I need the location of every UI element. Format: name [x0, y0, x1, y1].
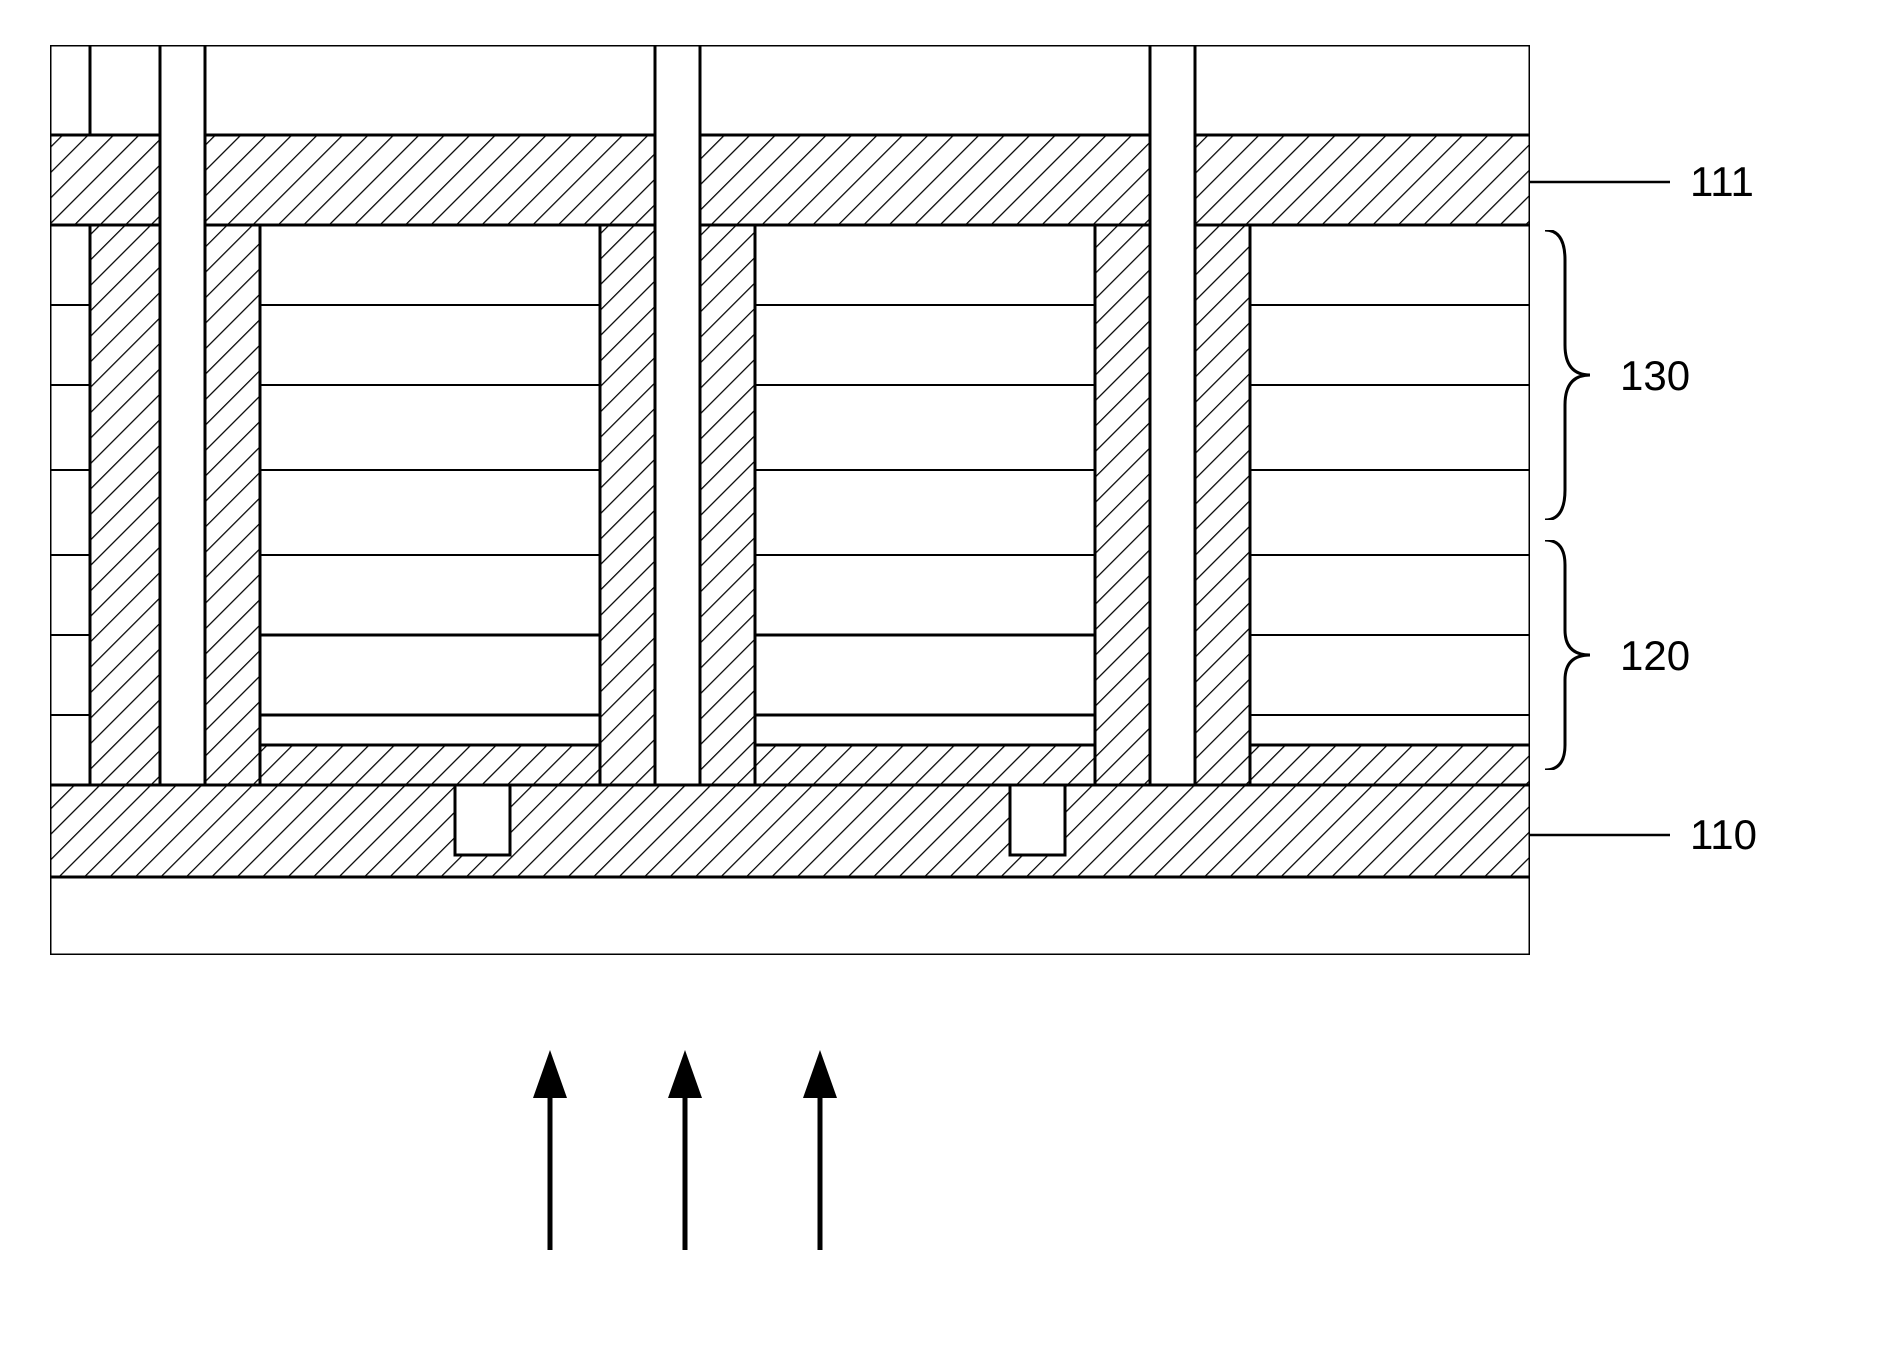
arrow-1	[533, 1050, 567, 1250]
channel-1	[160, 45, 205, 785]
arrows-up	[520, 1050, 880, 1260]
leader-110	[1530, 833, 1680, 837]
pillar-2	[205, 45, 655, 785]
channel-2	[655, 45, 700, 785]
label-111: 111	[1690, 158, 1754, 206]
pillar-left-partial	[50, 45, 160, 785]
gap-cut-2	[1010, 785, 1065, 855]
pillar-3	[700, 45, 1150, 785]
arrow-3	[803, 1050, 837, 1250]
brace-130	[1540, 230, 1600, 520]
gap-cut-1	[455, 785, 510, 855]
brace-120	[1540, 540, 1600, 770]
channel-3	[1150, 45, 1195, 785]
label-110: 110	[1690, 811, 1757, 859]
diagram-svg	[50, 45, 1530, 955]
layer-110-hatched	[50, 785, 1530, 877]
cross-section-diagram	[50, 45, 1530, 955]
pillar-4	[1195, 45, 1530, 785]
label-120: 120	[1620, 632, 1690, 680]
arrow-2	[668, 1050, 702, 1250]
leader-111	[1530, 180, 1680, 184]
label-130: 130	[1620, 352, 1690, 400]
